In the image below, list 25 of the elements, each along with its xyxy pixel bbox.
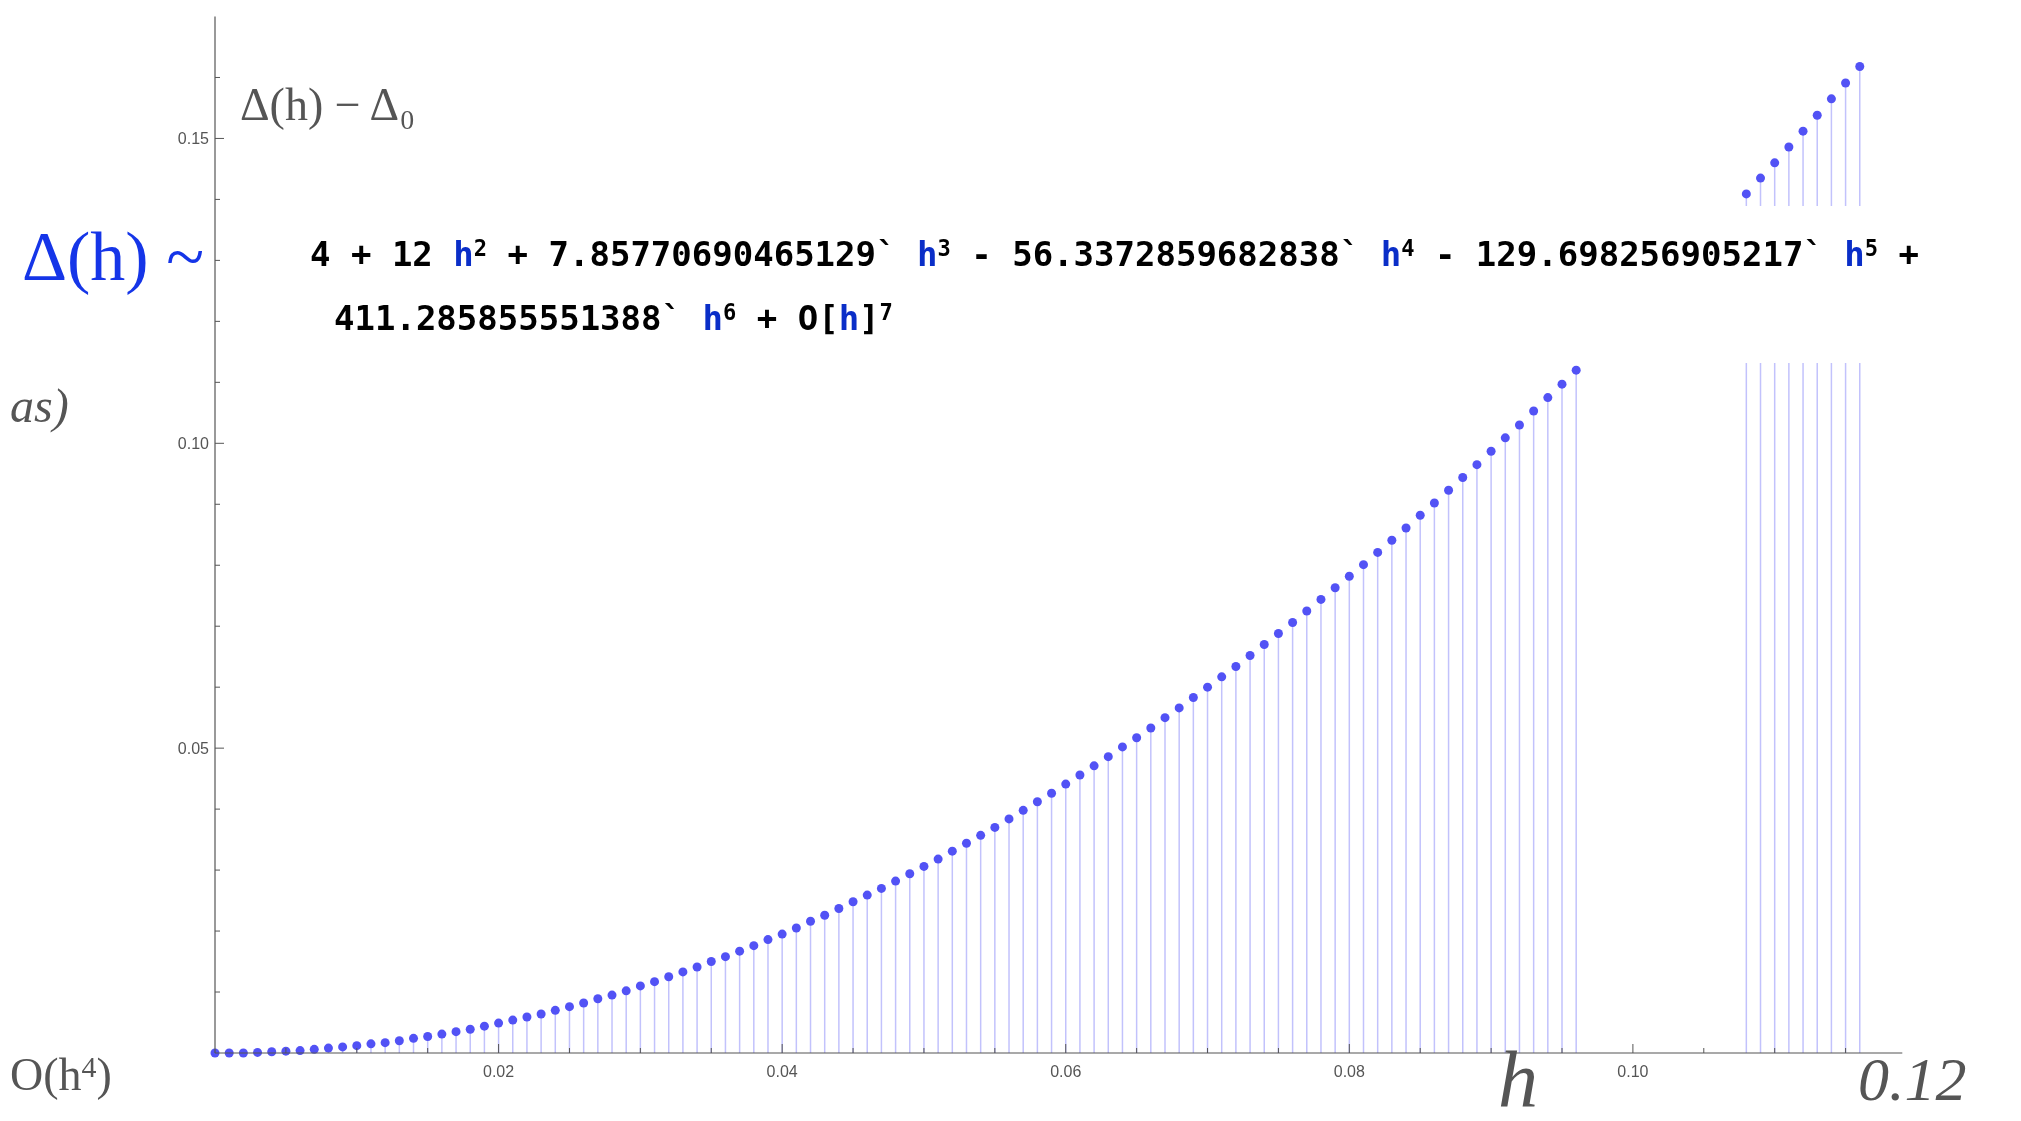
point <box>1812 110 1822 120</box>
y-axis-title: Δ(h) − Δ₀ <box>240 79 416 130</box>
annotation: 0.12 <box>1858 1045 1967 1113</box>
annotation: 411.285855551388` h$^{6}$ + O[h]$^{7}$ <box>334 298 893 338</box>
point <box>1855 62 1865 72</box>
point <box>1826 94 1836 104</box>
text: Δ(h) ~ <box>22 218 205 295</box>
y-tick-label: 0.15 <box>177 130 210 148</box>
point <box>1784 142 1794 152</box>
point <box>1741 189 1751 199</box>
x-tick-label: 0.04 <box>766 1063 798 1080</box>
text: O(h$^{4}$) <box>10 1049 112 1100</box>
x-tick-label: 0.06 <box>1050 1063 1082 1080</box>
text: 4 + 12 h$^{2}$ + 7.85770690465129` h$^{3}$ - 56.3372859682838` h$^{4}$ - 129.698256905217` h$^{5}$ + <box>310 234 1920 274</box>
x-tick-label: 0.08 <box>1333 1063 1365 1080</box>
y-tick-label: 0.05 <box>177 740 210 758</box>
point <box>1770 158 1780 168</box>
x-tick-label: 0.10 <box>1617 1063 1649 1080</box>
x-axis-title: h <box>1498 1035 1538 1121</box>
x-tick-label: 0.02 <box>483 1063 515 1080</box>
point <box>1756 173 1766 183</box>
text: as) <box>10 379 69 433</box>
point <box>1841 78 1851 88</box>
y-tick-label: 0.10 <box>177 435 210 453</box>
point <box>1798 126 1808 136</box>
